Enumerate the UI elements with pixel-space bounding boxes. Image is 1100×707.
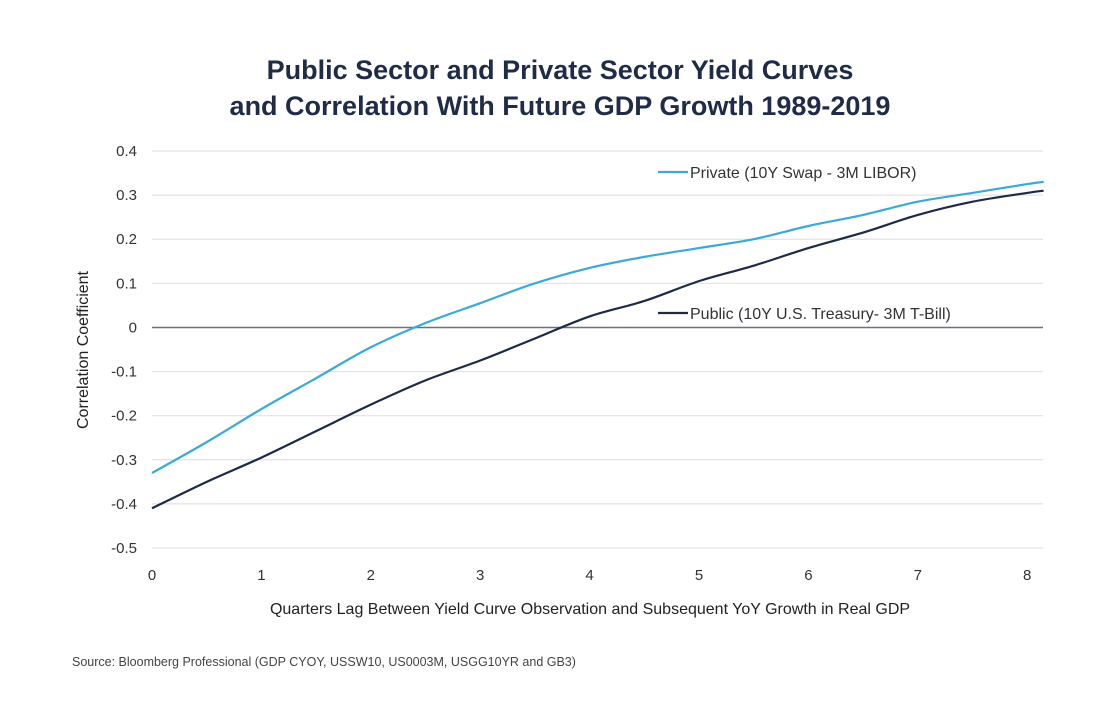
x-tick-label: 2 (367, 567, 375, 584)
y-axis-label: Correlation Coefficient (75, 270, 92, 429)
x-tick-label: 5 (695, 567, 703, 584)
y-tick-label: -0.3 (111, 452, 137, 469)
x-tick-label: 8 (1023, 567, 1031, 584)
x-tick-label: 0 (148, 567, 156, 584)
y-tick-label: -0.1 (111, 364, 137, 381)
y-tick-label: 0.3 (116, 187, 137, 204)
y-tick-label: 0.4 (116, 143, 137, 160)
x-tick-label: 7 (914, 567, 922, 584)
x-tick-label: 6 (804, 567, 812, 584)
legend-label: Public (10Y U.S. Treasury- 3M T-Bill) (690, 306, 951, 323)
x-axis-label: Quarters Lag Between Yield Curve Observa… (270, 601, 910, 618)
y-tick-label: 0.2 (116, 231, 137, 248)
series-line-public (151, 189, 1044, 510)
x-tick-label: 4 (585, 567, 593, 584)
y-tick-label: -0.4 (111, 496, 137, 513)
y-tick-label: 0 (129, 319, 137, 336)
y-tick-label: 0.1 (116, 275, 137, 292)
x-tick-label: 1 (257, 567, 265, 584)
chart-title: Public Sector and Private Sector Yield C… (266, 55, 854, 85)
legend-label: Private (10Y Swap - 3M LIBOR) (690, 165, 916, 182)
x-tick-label: 3 (476, 567, 484, 584)
source-note: Source: Bloomberg Professional (GDP CYOY… (72, 655, 576, 669)
y-tick-label: -0.2 (111, 408, 137, 425)
series-line-private (151, 180, 1044, 474)
chart-subtitle: and Correlation With Future GDP Growth 1… (229, 91, 891, 121)
y-tick-label: -0.5 (111, 540, 137, 557)
